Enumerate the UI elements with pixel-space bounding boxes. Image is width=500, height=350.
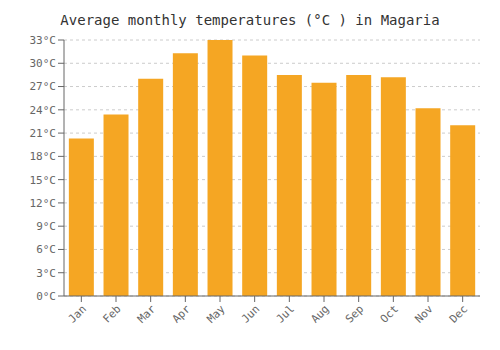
svg-text:Jul: Jul xyxy=(274,302,297,325)
svg-text:Aug: Aug xyxy=(308,302,331,325)
svg-text:Feb: Feb xyxy=(100,302,123,325)
svg-text:Jan: Jan xyxy=(66,302,89,325)
svg-text:33°C: 33°C xyxy=(30,34,57,47)
svg-text:Mar: Mar xyxy=(135,302,159,326)
svg-text:18°C: 18°C xyxy=(30,150,57,163)
svg-text:24°C: 24°C xyxy=(30,104,57,117)
svg-text:Oct: Oct xyxy=(378,302,401,325)
svg-text:Nov: Nov xyxy=(412,302,436,326)
svg-text:Dec: Dec xyxy=(447,302,470,325)
svg-text:Apr: Apr xyxy=(170,302,194,326)
svg-text:0°C: 0°C xyxy=(36,290,56,303)
svg-text:9°C: 9°C xyxy=(36,220,56,233)
svg-text:30°C: 30°C xyxy=(30,57,57,70)
svg-text:21°C: 21°C xyxy=(30,127,57,140)
svg-text:27°C: 27°C xyxy=(30,80,57,93)
svg-text:3°C: 3°C xyxy=(36,267,56,280)
html-text:Average monthly temperatures (: Average monthly temperatures (°C ) in Ma… xyxy=(60,12,440,28)
svg-text:15°C: 15°C xyxy=(30,174,57,187)
svg-text:12°C: 12°C xyxy=(30,197,57,210)
svg-text:6°C: 6°C xyxy=(36,243,56,256)
svg-text:Jun: Jun xyxy=(239,302,262,325)
svg-text:Sep: Sep xyxy=(343,302,366,325)
svg-text:May: May xyxy=(204,302,228,326)
